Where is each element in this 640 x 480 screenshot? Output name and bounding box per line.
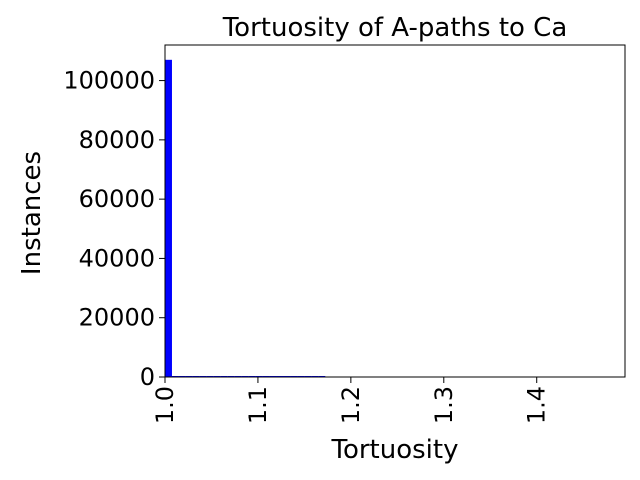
y-tick-label: 80000 (79, 126, 155, 154)
y-tick-label: 20000 (79, 304, 155, 332)
x-tick-label: 1.0 (151, 386, 179, 424)
x-tick-label: 1.1 (244, 386, 272, 424)
y-tick-label: 40000 (79, 244, 155, 272)
x-tick-label: 1.2 (337, 386, 365, 424)
plot-frame (164, 44, 626, 378)
y-tick-label: 0 (140, 363, 155, 391)
y-axis-label: Instances (17, 151, 47, 275)
y-tick-label: 60000 (79, 185, 155, 213)
x-axis-label: Tortuosity (331, 435, 459, 465)
y-axis: 0 20000 40000 60000 80000 100000 (63, 67, 165, 391)
histogram-bar (165, 59, 172, 377)
chart-title: Tortuosity of A-paths to Ca (222, 13, 568, 43)
x-tick-label: 1.3 (430, 386, 458, 424)
x-axis: 1.0 1.1 1.2 1.3 1.4 (151, 377, 551, 424)
bar-series (165, 59, 326, 377)
x-tick-label: 1.4 (523, 386, 551, 424)
y-tick-label: 100000 (63, 67, 155, 95)
